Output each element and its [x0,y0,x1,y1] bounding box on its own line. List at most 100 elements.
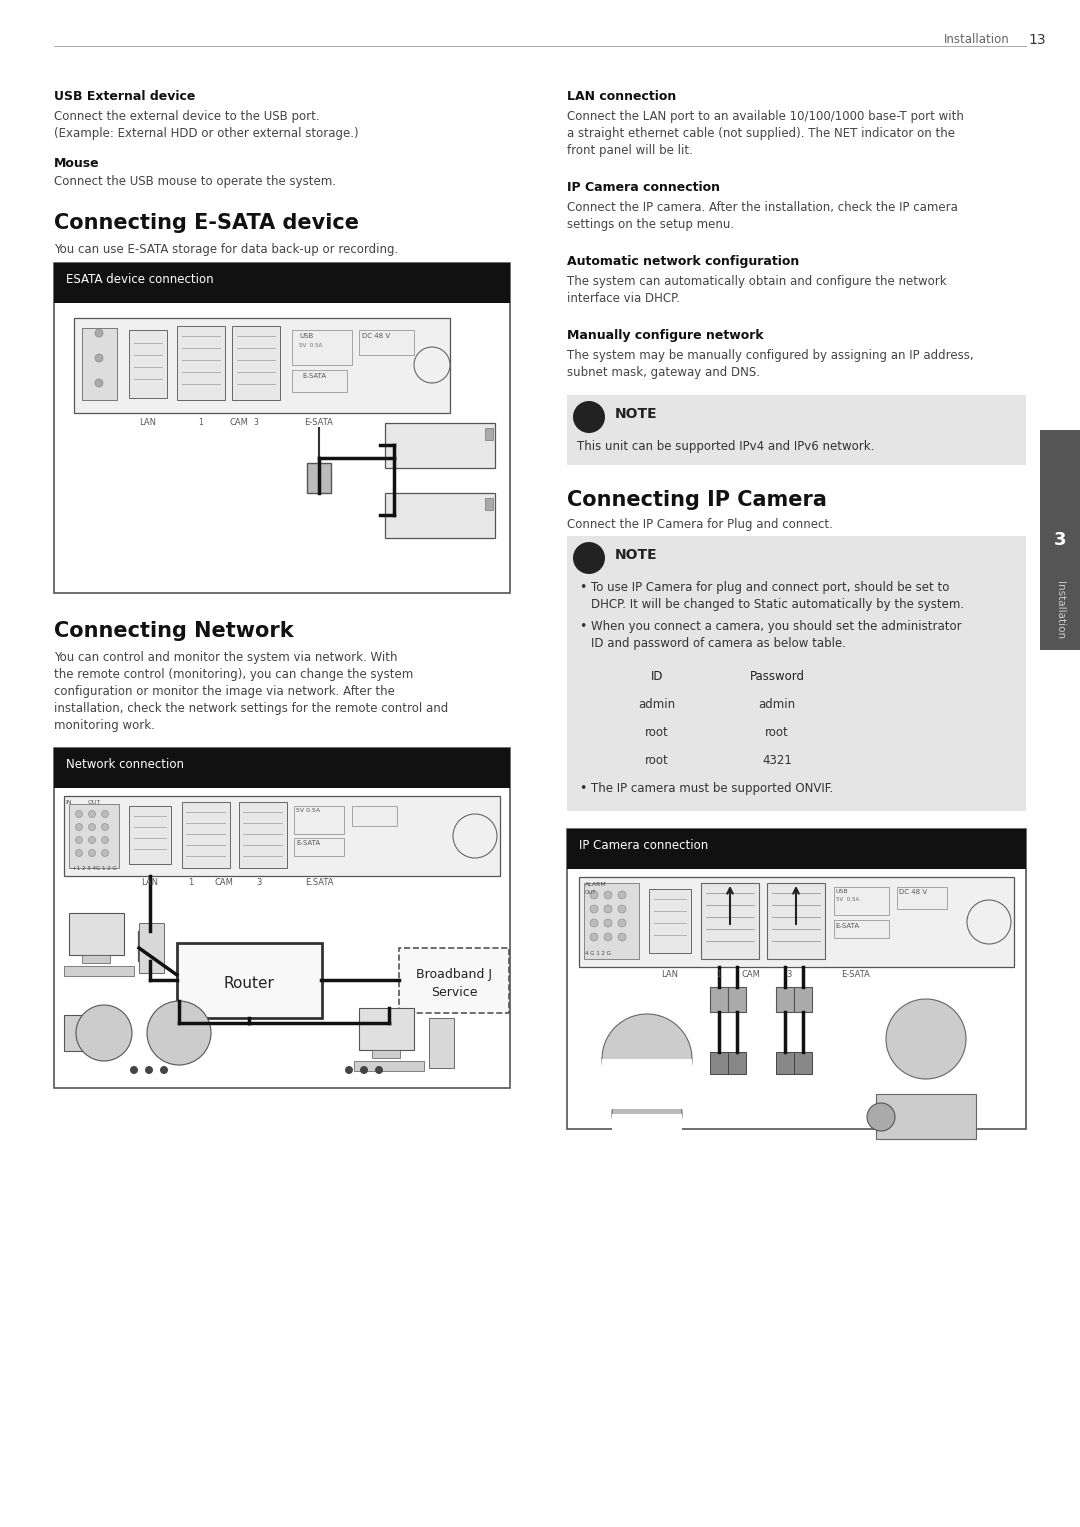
Text: 3: 3 [254,418,258,428]
Text: Network connection: Network connection [66,757,184,771]
Bar [597,718,717,747]
Circle shape [345,1066,353,1073]
Text: a straight ethernet cable (not supplied). The NET indicator on the: a straight ethernet cable (not supplied)… [567,127,955,140]
Text: 1: 1 [199,418,203,428]
Circle shape [95,328,103,337]
Bar [710,1052,728,1073]
Bar [794,986,812,1012]
Circle shape [414,347,450,383]
Circle shape [573,542,605,574]
Text: Connect the LAN port to an available 10/100/1000 base-T port with: Connect the LAN port to an available 10/… [567,110,963,124]
Bar [485,498,492,510]
Bar [54,263,510,592]
Text: This unit can be supported IPv4 and IPv6 network.: This unit can be supported IPv4 and IPv6… [577,440,875,454]
Text: Connect the external device to the USB port.: Connect the external device to the USB p… [54,110,320,124]
Text: Connect the IP Camera for Plug and connect.: Connect the IP Camera for Plug and conne… [567,518,833,531]
Bar [597,690,717,718]
Bar [399,948,509,1012]
Circle shape [102,811,108,817]
Bar [384,493,495,538]
Circle shape [102,823,108,831]
Text: settings on the setup menu.: settings on the setup menu. [567,218,734,231]
Bar [897,887,947,909]
Bar [717,663,837,690]
Text: monitoring work.: monitoring work. [54,719,154,731]
Bar [876,1093,976,1139]
Circle shape [102,837,108,843]
Bar [64,1015,106,1051]
Bar [64,796,500,876]
Text: Installation: Installation [1055,580,1065,640]
Text: Connect the USB mouse to operate the system.: Connect the USB mouse to operate the sys… [54,176,336,188]
Bar [767,883,825,959]
Bar [384,423,495,467]
Text: Broadband J: Broadband J [416,968,492,980]
Text: •: • [579,580,586,594]
Bar [567,395,1026,466]
Bar [307,463,330,493]
Text: Mouse: Mouse [54,157,99,169]
Text: NOTE: NOTE [615,408,658,421]
Text: 4 G 1 2 G: 4 G 1 2 G [585,951,611,956]
Text: To use IP Camera for plug and connect port, should be set to: To use IP Camera for plug and connect po… [591,580,949,594]
Text: 4321: 4321 [762,754,792,767]
Bar [717,690,837,718]
Bar [352,806,397,826]
Text: 1: 1 [716,970,721,979]
Circle shape [618,919,626,927]
Circle shape [604,906,612,913]
Bar [292,330,352,365]
Circle shape [590,890,598,899]
Bar [701,883,759,959]
Text: ID and password of camera as below table.: ID and password of camera as below table… [591,637,846,651]
Circle shape [89,849,95,857]
Text: USB: USB [299,333,313,339]
Circle shape [886,999,966,1080]
Circle shape [590,906,598,913]
Text: the remote control (monitoring), you can change the system: the remote control (monitoring), you can… [54,667,414,681]
Text: The IP camera must be supported ONVIF.: The IP camera must be supported ONVIF. [591,782,834,796]
Text: NOTE: NOTE [615,548,658,562]
Text: OUT: OUT [585,890,596,895]
Text: E-SATA: E-SATA [296,840,320,846]
Bar [485,428,492,440]
Text: Connecting Network: Connecting Network [54,621,294,641]
Text: 5V 0.5A: 5V 0.5A [296,808,320,812]
Bar [728,986,746,1012]
Bar [579,876,1014,967]
Text: Connecting IP Camera: Connecting IP Camera [567,490,827,510]
Text: admin: admin [638,698,676,712]
Circle shape [604,919,612,927]
Circle shape [95,379,103,386]
Circle shape [375,1066,383,1073]
Bar [75,318,450,412]
Bar [82,328,117,400]
Circle shape [76,849,82,857]
Circle shape [602,1014,692,1104]
Text: •: • [579,620,586,634]
Circle shape [76,1005,132,1061]
Text: 13: 13 [1028,34,1047,47]
Text: LAN: LAN [141,878,159,887]
Bar [138,931,162,960]
Bar [584,883,639,959]
Text: USB: USB [836,889,849,893]
Bar [834,919,889,938]
Text: 1: 1 [188,878,193,887]
Text: USB External device: USB External device [54,90,195,102]
Text: Password: Password [750,670,805,683]
Bar [612,1115,681,1154]
Bar [129,330,167,399]
Bar [1040,431,1080,651]
Circle shape [76,837,82,843]
Text: You can control and monitor the system via network. With: You can control and monitor the system v… [54,651,397,664]
Text: LAN: LAN [661,970,678,979]
Text: IP Camera connection: IP Camera connection [579,838,708,852]
Text: DC 48 V: DC 48 V [362,333,390,339]
Bar [82,954,110,964]
Text: configuration or monitor the image via network. After the: configuration or monitor the image via n… [54,686,395,698]
Bar [777,1052,794,1073]
Circle shape [612,1080,681,1148]
Bar [64,967,134,976]
Bar [54,748,510,1089]
